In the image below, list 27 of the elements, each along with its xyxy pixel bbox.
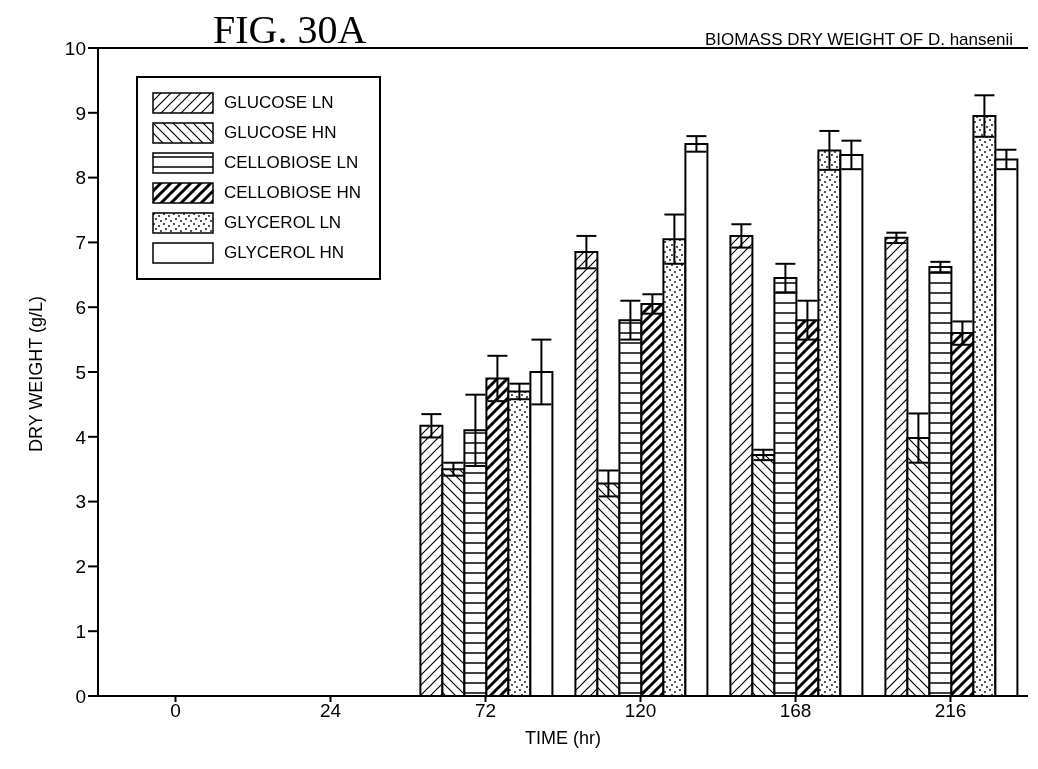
- y-tick-label: 6: [75, 296, 86, 318]
- x-tick-label: 0: [170, 700, 181, 722]
- y-axis-title: DRY WEIGHT (g/L): [26, 295, 47, 452]
- y-tick-label: 3: [75, 491, 86, 513]
- legend-label: GLYCEROL HN: [224, 243, 344, 263]
- x-tick-label: 168: [779, 700, 812, 722]
- x-tick-label: 72: [474, 700, 497, 722]
- x-tick-label: 120: [624, 700, 657, 722]
- x-tick-label: 24: [319, 700, 342, 722]
- x-axis-title: TIME (hr): [525, 728, 601, 748]
- annotation: FIG. 30A: [213, 6, 367, 53]
- y-tick-label: 2: [75, 556, 86, 578]
- y-tick-label: 7: [75, 232, 86, 254]
- legend-label: CELLOBIOSE HN: [224, 183, 361, 203]
- x-tick-label: 216: [934, 700, 967, 722]
- y-tick-label: 1: [75, 620, 86, 642]
- y-tick-label: 0: [75, 685, 86, 707]
- chart-title: BIOMASS DRY WEIGHT OF D. hansenii: [705, 30, 1013, 50]
- y-tick-label: 4: [75, 426, 87, 448]
- y-tick-label: 10: [64, 37, 86, 59]
- legend-label: CELLOBIOSE LN: [224, 153, 359, 173]
- legend-label: GLYCEROL LN: [224, 213, 342, 233]
- legend-label: GLUCOSE HN: [224, 123, 337, 143]
- legend-label: GLUCOSE LN: [224, 93, 334, 113]
- y-tick-label: 9: [75, 102, 86, 124]
- y-tick-label: 8: [75, 167, 86, 189]
- y-tick-label: 5: [75, 361, 86, 383]
